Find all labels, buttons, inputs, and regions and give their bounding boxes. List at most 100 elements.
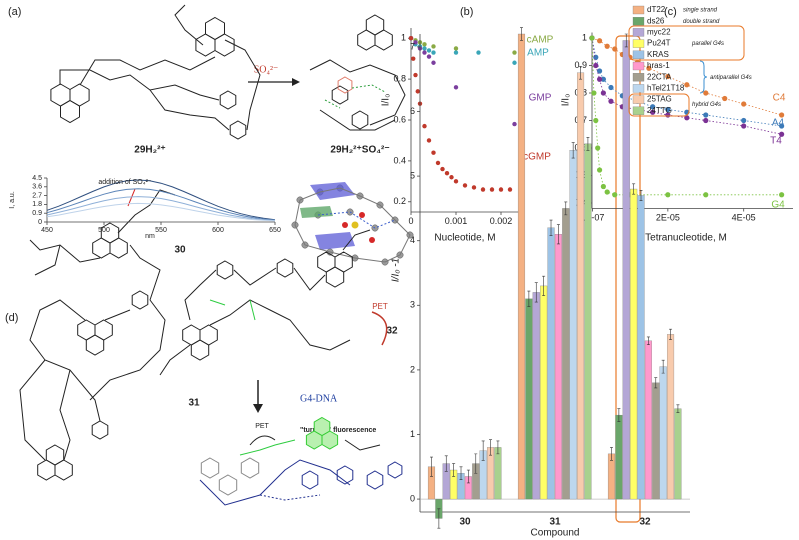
data-point bbox=[596, 76, 603, 82]
data-point bbox=[440, 166, 445, 172]
bar bbox=[494, 447, 502, 500]
atom bbox=[369, 237, 375, 243]
legend-label: 25TAG bbox=[647, 95, 672, 104]
bond bbox=[344, 439, 381, 451]
data-point bbox=[703, 90, 709, 96]
data-point bbox=[595, 145, 601, 151]
series-label: AMP bbox=[527, 48, 549, 59]
bar bbox=[607, 453, 616, 500]
data-point bbox=[426, 48, 432, 53]
data-point bbox=[422, 42, 427, 47]
data-point bbox=[507, 187, 513, 192]
y-tick-label: 1 bbox=[410, 429, 415, 439]
data-point bbox=[593, 117, 599, 124]
data-point bbox=[703, 192, 709, 198]
y-axis-title: I/I₀ bbox=[561, 94, 572, 107]
x-tick-label: 30 bbox=[459, 517, 471, 528]
data-point bbox=[512, 121, 517, 127]
panel-label: (c) bbox=[664, 6, 677, 18]
data-point bbox=[612, 192, 618, 198]
x-tick-label: 31 bbox=[549, 517, 561, 528]
bar bbox=[584, 143, 592, 500]
spectrum-line bbox=[46, 179, 276, 221]
y-tick-label: 0.6 bbox=[393, 114, 406, 124]
data-point bbox=[422, 46, 427, 51]
series-label: cGMP bbox=[523, 152, 551, 163]
legend-swatch bbox=[632, 84, 645, 93]
y-tick-label: 0.4 bbox=[393, 155, 406, 165]
legend-label: myc22 bbox=[647, 28, 671, 37]
pet-label: PET bbox=[255, 423, 269, 430]
spectrum-line bbox=[46, 188, 276, 221]
data-point bbox=[408, 36, 414, 41]
data-point bbox=[426, 54, 432, 59]
bond bbox=[79, 56, 216, 86]
error-bar bbox=[632, 183, 636, 195]
bond bbox=[19, 359, 46, 461]
legend-swatch bbox=[632, 73, 645, 82]
ring bbox=[205, 16, 225, 41]
y-tick-label: 0.9 bbox=[574, 60, 587, 70]
y-tick-label: 5 bbox=[410, 170, 415, 180]
legend-label: Pu24T bbox=[647, 39, 671, 48]
error-bar bbox=[676, 404, 680, 413]
bond bbox=[351, 84, 386, 93]
target-label: G4-DNA bbox=[300, 393, 338, 404]
bond bbox=[317, 211, 396, 229]
bond bbox=[127, 188, 136, 207]
bar bbox=[569, 150, 577, 500]
data-point bbox=[646, 65, 652, 71]
data-point bbox=[665, 106, 671, 113]
data-point bbox=[462, 183, 468, 188]
bar bbox=[652, 382, 660, 500]
ring bbox=[351, 110, 369, 130]
legend-swatch bbox=[632, 28, 645, 37]
y-axis-title: I/I₀ -1 bbox=[391, 258, 402, 282]
error-bar bbox=[609, 447, 613, 461]
bond bbox=[159, 344, 191, 376]
data-point bbox=[604, 189, 610, 195]
data-point bbox=[722, 95, 728, 102]
bond bbox=[184, 269, 217, 321]
bar bbox=[576, 72, 585, 500]
data-point bbox=[600, 90, 606, 96]
data-point bbox=[650, 104, 656, 110]
ring bbox=[200, 457, 220, 479]
error-bar bbox=[586, 137, 590, 151]
panel-label: (a) bbox=[8, 6, 21, 18]
data-point bbox=[596, 38, 603, 44]
x-axis-title: Compound bbox=[531, 528, 580, 539]
bond bbox=[319, 109, 396, 131]
bond bbox=[59, 369, 71, 461]
spectrum-line bbox=[46, 196, 276, 221]
fluorescence-label: "turn-on" fluorescence bbox=[300, 427, 376, 434]
pet-arrow bbox=[371, 311, 388, 346]
legend-swatch bbox=[632, 17, 645, 26]
error-bar bbox=[542, 275, 546, 296]
error-bar bbox=[646, 336, 650, 345]
data-point bbox=[431, 60, 436, 65]
data-point bbox=[413, 72, 418, 78]
error-bar bbox=[489, 439, 493, 456]
data-point bbox=[453, 179, 459, 184]
x-tick-label: 500 bbox=[98, 227, 110, 234]
bond bbox=[233, 267, 277, 286]
legend-label: dT22 bbox=[647, 5, 666, 14]
panel-label: (d) bbox=[5, 312, 18, 324]
annotation: addition of SO₄²⁻ bbox=[98, 179, 152, 186]
ring bbox=[219, 90, 237, 110]
ring bbox=[131, 290, 149, 310]
ring bbox=[387, 461, 403, 479]
bond bbox=[89, 299, 166, 401]
ring bbox=[218, 474, 238, 496]
bond bbox=[294, 187, 411, 263]
data-point bbox=[779, 192, 785, 198]
series-label: G4 bbox=[771, 200, 785, 211]
error-bar bbox=[481, 440, 485, 461]
error-bar bbox=[444, 455, 448, 472]
legend-brace bbox=[699, 60, 708, 94]
aromatic-plane bbox=[315, 232, 355, 250]
data-point bbox=[591, 90, 597, 96]
y-tick-label: 2 bbox=[410, 364, 415, 374]
arrow-head bbox=[292, 78, 300, 86]
